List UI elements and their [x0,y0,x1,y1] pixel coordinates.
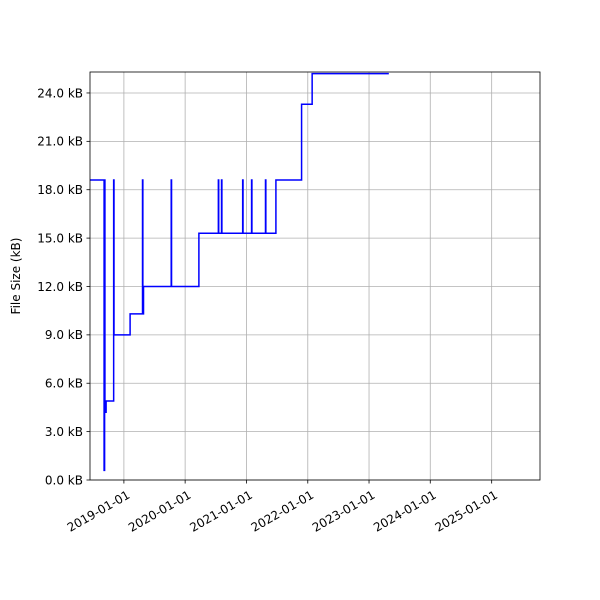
x-tick-label: 2019-01-01 [65,488,132,535]
x-tick-label: 2022-01-01 [249,488,316,535]
y-axis-label: File Size (kB) [9,238,23,315]
y-tick-label: 24.0 kB [37,86,83,100]
series-layer [90,72,389,472]
grid-lines [90,72,540,481]
y-tick-label: 12.0 kB [37,280,83,294]
x-tick-label: 2023-01-01 [310,488,377,535]
y-tick-label: 6.0 kB [45,377,83,391]
y-tick-label: 18.0 kB [37,183,83,197]
file-size-series-line [90,72,389,472]
x-tick-label: 2020-01-01 [126,488,193,535]
y-tick-label: 3.0 kB [45,425,83,439]
y-tick-label: 15.0 kB [37,231,83,245]
y-axis-ticks: 0.0 kB 3.0 kB 6.0 kB 9.0 kB 12.0 kB 15.0 kB 18… [37,86,90,487]
y-tick-label: 0.0 kB [45,473,83,487]
x-axis-ticks: 2019-01-012020-01-012021-01-012022-01-01… [65,480,500,535]
y-tick-label: 9.0 kB [45,328,83,342]
x-tick-label: 2021-01-01 [187,488,254,535]
x-tick-label: 2025-01-01 [433,488,500,535]
y-tick-label: 21.0 kB [37,135,83,149]
plot-frame [89,71,541,481]
x-tick-label: 2024-01-01 [371,488,438,535]
